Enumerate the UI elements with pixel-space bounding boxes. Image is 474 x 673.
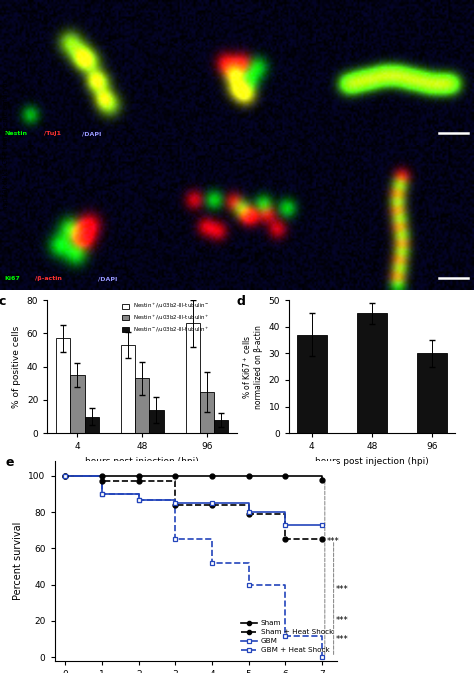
Bar [84, 417, 99, 433]
Bar [121, 345, 135, 433]
X-axis label: hours post injection (hpi): hours post injection (hpi) [85, 457, 199, 466]
Text: ***: *** [336, 616, 348, 625]
Text: /β-actin: /β-actin [35, 277, 62, 281]
Bar [56, 339, 70, 433]
X-axis label: hours post injection (hpi): hours post injection (hpi) [315, 457, 429, 466]
Text: ***: *** [327, 537, 339, 546]
Text: c: c [0, 295, 6, 308]
Y-axis label: % of Ki67$^+$ cells
normalized on β-actin: % of Ki67$^+$ cells normalized on β-acti… [241, 324, 263, 409]
Text: /DAPI: /DAPI [82, 131, 101, 137]
Bar [200, 392, 214, 433]
Bar [357, 314, 387, 433]
Legend: Sham, Sham + Heat Shock, GBM, GBM + Heat Shock: Sham, Sham + Heat Shock, GBM, GBM + Heat… [241, 621, 333, 653]
Bar [186, 324, 200, 433]
Bar [297, 334, 327, 433]
Text: d: d [236, 295, 245, 308]
Text: e: e [5, 456, 14, 470]
Bar [135, 378, 149, 433]
Y-axis label: % of positive cells: % of positive cells [12, 326, 21, 408]
Text: ***: *** [336, 635, 348, 643]
Text: hsp70l:dkk1-GFP transgenic embryos: hsp70l:dkk1-GFP transgenic embryos [3, 79, 9, 211]
Legend: Nestin$^+$/\u03b2-III-tubulin$^-$, Nestin$^+$/\u03b2-III-tubulin$^+$, Nestin$^-$: Nestin$^+$/\u03b2-III-tubulin$^-$, Nesti… [122, 302, 210, 334]
Y-axis label: Percent survival: Percent survival [13, 522, 23, 600]
Text: ***: *** [336, 585, 348, 594]
Text: /DAPI: /DAPI [98, 277, 118, 281]
Text: /TuJ1: /TuJ1 [44, 131, 61, 137]
Bar [417, 353, 447, 433]
Text: Nestin: Nestin [5, 131, 28, 137]
Bar [149, 410, 164, 433]
Bar [70, 375, 84, 433]
Text: Ki67: Ki67 [5, 277, 20, 281]
Bar [214, 420, 228, 433]
